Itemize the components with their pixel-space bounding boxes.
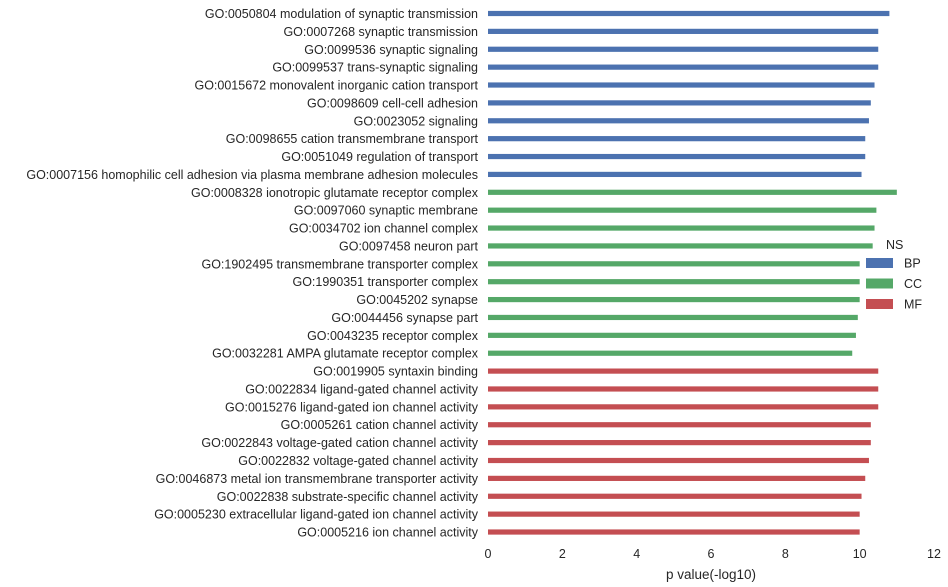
bar-cc (488, 279, 860, 285)
bar-bp (488, 28, 879, 34)
legend-swatch-cc (866, 278, 893, 289)
category-label: GO:0015672 monovalent inorganic cation t… (194, 79, 478, 93)
category-label: GO:0015276 ligand-gated ion channel acti… (225, 400, 479, 414)
category-label: GO:0044456 synapse part (331, 311, 478, 325)
bar-cc (488, 189, 897, 195)
bar-bp (488, 118, 869, 124)
bar-bp (488, 136, 866, 142)
bar-mf (488, 386, 879, 392)
legend-label-cc: CC (904, 277, 922, 291)
bar-cc (488, 225, 875, 231)
x-tick-label: 12 (927, 547, 941, 561)
x-tick-label: 0 (485, 547, 492, 561)
category-label: GO:0022838 substrate-specific channel ac… (217, 490, 479, 504)
category-label: GO:0007156 homophilic cell adhesion via … (26, 168, 478, 182)
category-label: GO:0097458 neuron part (339, 239, 479, 253)
category-label: GO:0022832 voltage-gated channel activit… (238, 454, 478, 468)
legend-swatch-mf (866, 299, 893, 309)
category-labels-group: GO:0050804 modulation of synaptic transm… (26, 7, 478, 540)
category-label: GO:0007268 synaptic transmission (283, 25, 478, 39)
category-label: GO:0023052 signaling (354, 114, 478, 128)
bar-mf (488, 529, 860, 535)
category-label: GO:0034702 ion channel complex (289, 222, 479, 236)
category-label: GO:0005230 extracellular ligand-gated io… (154, 508, 479, 522)
bar-cc (488, 296, 860, 303)
bar-bp (488, 10, 890, 17)
legend-label-bp: BP (904, 257, 921, 271)
category-label: GO:0005261 cation channel activity (281, 418, 479, 432)
bar-bp (488, 46, 879, 52)
bar-mf (488, 475, 866, 481)
legend-label-mf: MF (904, 298, 922, 312)
bar-mf (488, 404, 879, 410)
x-tick-label: 10 (853, 547, 867, 561)
x-tick-label: 4 (633, 547, 640, 561)
category-label: GO:0019905 syntaxin binding (313, 365, 478, 379)
bar-bp (488, 153, 866, 160)
category-label: GO:0099537 trans-synaptic signaling (272, 61, 478, 75)
bar-bp (488, 64, 879, 70)
bars-group (488, 10, 897, 535)
bar-cc (488, 332, 856, 338)
category-label: GO:0008328 ionotropic glutamate receptor… (191, 186, 479, 200)
category-label: GO:0043235 receptor complex (307, 329, 479, 343)
bar-cc (488, 207, 877, 213)
x-tick-label: 2 (559, 547, 566, 561)
category-label: GO:0098655 cation transmembrane transpor… (226, 132, 479, 146)
category-label: GO:0032281 AMPA glutamate receptor compl… (212, 347, 479, 361)
category-label: GO:0046873 metal ion transmembrane trans… (156, 472, 479, 486)
x-axis-ticks-group: 0 2 4 6 8 10 12 (485, 547, 941, 561)
bar-bp (488, 171, 862, 178)
category-label: GO:0022843 voltage-gated cation channel … (201, 436, 478, 450)
bar-cc (488, 314, 858, 321)
category-label: GO:0051049 regulation of transport (281, 150, 478, 164)
category-label: GO:0022834 ligand-gated channel activity (245, 382, 479, 396)
bar-bp (488, 100, 871, 106)
legend-swatch-bp (866, 258, 893, 268)
x-axis-label: p value(-log10) (666, 567, 756, 582)
bar-mf (488, 368, 879, 374)
category-label: GO:1902495 transmembrane transporter com… (201, 257, 478, 271)
legend: NS BP CC MF (866, 238, 922, 312)
category-label: GO:0045202 synapse (356, 293, 478, 307)
x-tick-label: 6 (708, 547, 715, 561)
category-label: GO:0005216 ion channel activity (297, 526, 478, 540)
bar-mf (488, 511, 860, 517)
bar-cc (488, 261, 860, 267)
category-label: GO:0099536 synaptic signaling (304, 43, 478, 57)
category-label: GO:0097060 synaptic membrane (294, 204, 478, 218)
bar-mf (488, 440, 871, 446)
bar-cc (488, 350, 853, 356)
bar-mf (488, 457, 869, 464)
category-label: GO:0098609 cell-cell adhesion (307, 96, 478, 110)
bar-mf (488, 493, 862, 499)
category-label: GO:0050804 modulation of synaptic transm… (205, 7, 478, 21)
x-tick-label: 8 (782, 547, 789, 561)
bar-bp (488, 82, 875, 88)
bar-cc (488, 243, 873, 249)
category-label: GO:1990351 transporter complex (292, 275, 478, 289)
bar-mf (488, 422, 871, 428)
legend-title: NS (886, 238, 903, 252)
